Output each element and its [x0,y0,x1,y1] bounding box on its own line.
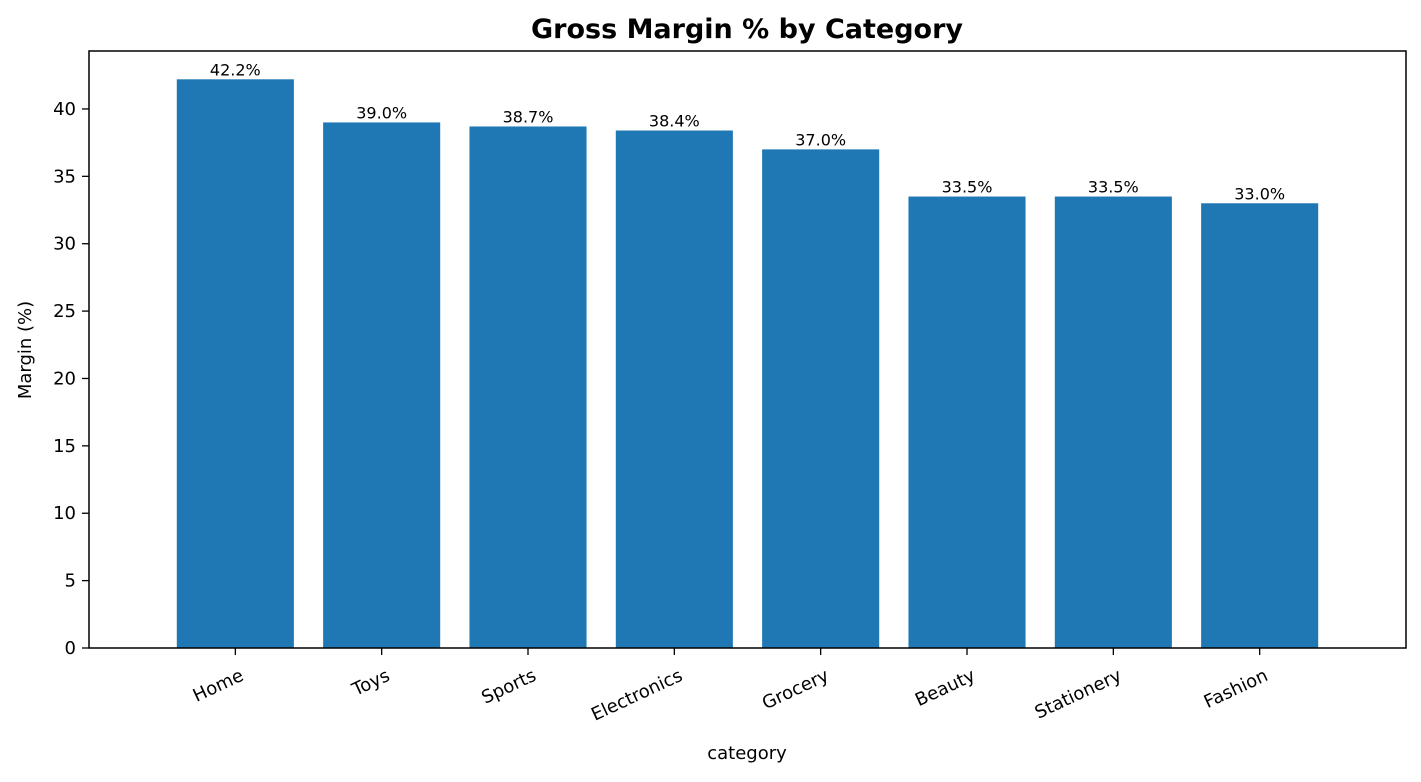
x-tick-label-toys: Toys [348,665,393,701]
bar-grocery [762,149,880,648]
x-tick-label-electronics: Electronics [588,665,686,725]
plot-frame [88,50,1407,649]
x-tick-label-stationery: Stationery [1032,665,1126,724]
y-axis: 0 5 10 15 20 25 30 35 40 [53,99,89,659]
bar-electronics [615,130,733,648]
y-tick-label-5: 5 [65,571,76,592]
data-label-electronics: 38.4% [649,112,700,131]
data-label-toys: 39.0% [356,103,407,122]
y-tick-label-35: 35 [53,166,76,187]
x-axis-label: category [707,743,787,764]
x-tick-label-fashion: Fashion [1201,665,1271,713]
y-tick-label-20: 20 [53,368,76,389]
chart-title: Gross Margin % by Category [531,14,963,45]
bar-fashion [1201,203,1319,648]
bar-toys [323,122,441,649]
x-tick-label-beauty: Beauty [912,665,979,711]
y-tick-label-40: 40 [53,99,76,120]
bar-home [176,79,294,649]
x-tick-label-home: Home [190,665,247,706]
data-label-fashion: 33.0% [1234,184,1285,203]
x-tick-label-sports: Sports [478,665,539,708]
y-tick-label-30: 30 [53,234,76,255]
y-tick-label-15: 15 [53,436,76,457]
bars-layer [176,79,1319,649]
y-tick-label-25: 25 [53,301,76,322]
y-tick-label-0: 0 [65,638,76,659]
x-axis: Home Toys Sports Electronics Grocery Beauty St… [190,648,1271,726]
data-label-home: 42.2% [210,60,261,79]
data-label-beauty: 33.5% [942,178,993,197]
data-labels-layer: 42.2% 39.0% 38.7% 38.4% 37.0% 33.5% 33.5% 33.0% [210,60,1285,203]
data-label-stationery: 33.5% [1088,178,1139,197]
y-tick-label-10: 10 [53,503,76,524]
y-axis-label: Margin (%) [15,301,36,399]
x-tick-label-grocery: Grocery [759,665,833,714]
data-label-grocery: 37.0% [795,130,846,149]
data-label-sports: 38.7% [503,107,554,126]
bar-stationery [1054,196,1172,649]
bar-beauty [908,196,1026,649]
bar-sports [469,126,587,649]
